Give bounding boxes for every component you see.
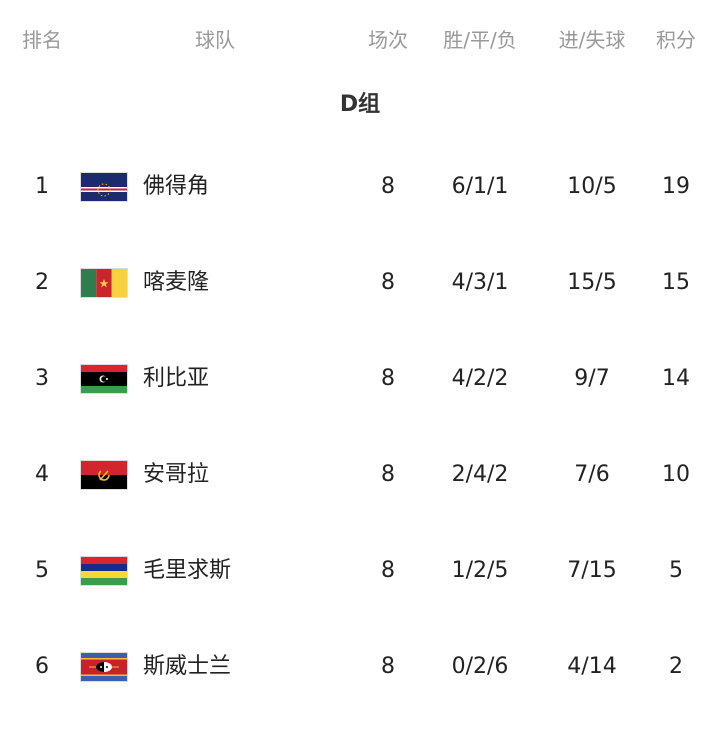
header-goals: 进/失球 bbox=[558, 28, 626, 52]
goals-for-against: 7/6 bbox=[574, 462, 610, 487]
table-row[interactable]: 4 安哥拉 8 2/4/2 7/6 10 bbox=[0, 455, 720, 495]
team-name[interactable]: 安哥拉 bbox=[143, 462, 210, 487]
points: 2 bbox=[669, 654, 683, 679]
win-draw-loss: 1/2/5 bbox=[451, 558, 509, 583]
table-row[interactable]: 3 利比亚 8 4/2/2 9/7 14 bbox=[0, 359, 720, 399]
header-rank: 排名 bbox=[22, 28, 62, 52]
rank: 4 bbox=[35, 462, 49, 487]
libya-flag-icon bbox=[81, 365, 127, 393]
goals-for-against: 10/5 bbox=[567, 174, 617, 199]
table-row[interactable]: 1 佛得角 8 6/1/1 10/5 19 bbox=[0, 167, 720, 207]
rank: 6 bbox=[35, 654, 49, 679]
team-name[interactable]: 佛得角 bbox=[143, 174, 210, 199]
win-draw-loss: 0/2/6 bbox=[451, 654, 509, 679]
team-name[interactable]: 毛里求斯 bbox=[143, 558, 232, 583]
goals-for-against: 15/5 bbox=[567, 270, 617, 295]
team-name[interactable]: 斯威士兰 bbox=[143, 654, 232, 679]
goals-for-against: 4/14 bbox=[567, 654, 617, 679]
goals-for-against: 7/15 bbox=[567, 558, 617, 583]
points: 15 bbox=[662, 270, 690, 295]
table-row[interactable]: 5 毛里求斯 8 1/2/5 7/15 5 bbox=[0, 551, 720, 591]
played: 8 bbox=[381, 270, 395, 295]
goals-for-against: 9/7 bbox=[574, 366, 610, 391]
played: 8 bbox=[381, 366, 395, 391]
eswatini-flag-icon bbox=[81, 653, 127, 681]
rank: 2 bbox=[35, 270, 49, 295]
played: 8 bbox=[381, 654, 395, 679]
played: 8 bbox=[381, 174, 395, 199]
win-draw-loss: 6/1/1 bbox=[451, 174, 509, 199]
table-row[interactable]: 2 喀麦隆 8 4/3/1 15/5 15 bbox=[0, 263, 720, 303]
rank: 3 bbox=[35, 366, 49, 391]
rank: 5 bbox=[35, 558, 49, 583]
group-title: D组 bbox=[339, 92, 381, 117]
header-played: 场次 bbox=[368, 28, 408, 52]
win-draw-loss: 4/3/1 bbox=[451, 270, 509, 295]
angola-flag-icon bbox=[81, 461, 127, 489]
header-team: 球队 bbox=[195, 28, 235, 52]
cape-verde-flag-icon bbox=[81, 173, 127, 201]
played: 8 bbox=[381, 558, 395, 583]
team-name[interactable]: 喀麦隆 bbox=[143, 270, 210, 295]
played: 8 bbox=[381, 462, 395, 487]
points: 19 bbox=[662, 174, 690, 199]
win-draw-loss: 2/4/2 bbox=[451, 462, 509, 487]
rank: 1 bbox=[35, 174, 49, 199]
points: 14 bbox=[662, 366, 690, 391]
header-points: 积分 bbox=[656, 28, 696, 52]
points: 10 bbox=[662, 462, 690, 487]
points: 5 bbox=[669, 558, 683, 583]
mauritius-flag-icon bbox=[81, 557, 127, 585]
table-row[interactable]: 6 斯威士兰 8 0/2/6 4/14 2 bbox=[0, 647, 720, 687]
win-draw-loss: 4/2/2 bbox=[451, 366, 509, 391]
team-name[interactable]: 利比亚 bbox=[143, 366, 210, 391]
header-wdl: 胜/平/负 bbox=[443, 28, 517, 52]
cameroon-flag-icon bbox=[81, 269, 127, 297]
